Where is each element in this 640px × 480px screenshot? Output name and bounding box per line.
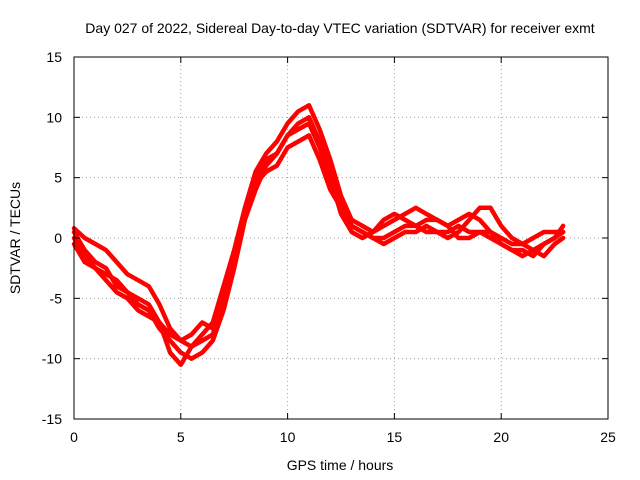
series-line-satellite-track-1 (71, 103, 566, 349)
chart-title: Day 027 of 2022, Sidereal Day-to-day VTE… (85, 20, 594, 36)
x-tick-label: 25 (600, 429, 616, 445)
x-tick-label: 5 (177, 429, 185, 445)
grid-lines (74, 57, 608, 419)
series-line-satellite-track-4 (71, 133, 566, 343)
y-tick-label: -10 (42, 351, 62, 367)
x-axis-label: GPS time / hours (287, 457, 394, 473)
y-tick-label: 5 (54, 170, 62, 186)
x-tick-label: 10 (280, 429, 296, 445)
y-axis-label: SDTVAR / TECUs (7, 182, 23, 294)
y-tick-label: 10 (46, 109, 62, 125)
x-tick-label: 20 (493, 429, 509, 445)
series-layer (71, 103, 566, 367)
y-tick-label: -5 (50, 290, 63, 306)
y-tick-label: -15 (42, 411, 62, 427)
x-tick-label: 15 (387, 429, 403, 445)
tick-labels: 0 5 10 15 20 25 -15 -10 -5 0 5 10 15 (42, 49, 616, 445)
x-tick-label: 0 (70, 429, 78, 445)
axis-ticks (73, 56, 609, 420)
y-tick-label: 0 (54, 230, 62, 246)
y-tick-label: 15 (46, 49, 62, 65)
